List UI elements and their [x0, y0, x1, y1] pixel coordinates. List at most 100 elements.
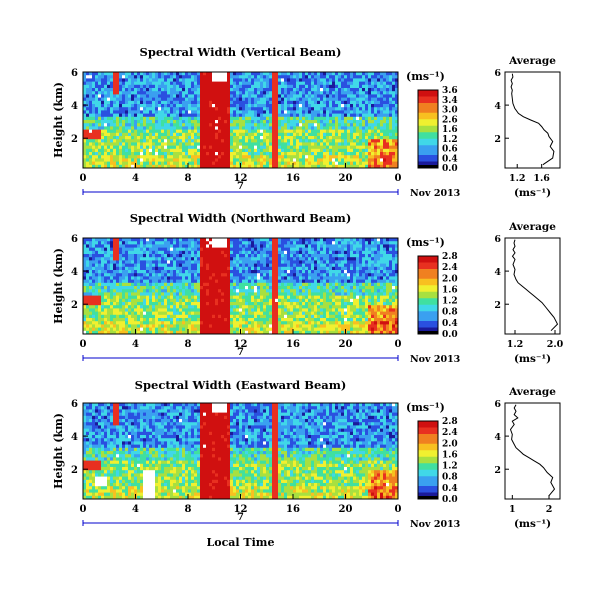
x-tick-label: 12 — [234, 339, 248, 350]
x-tick-label: 0 — [80, 504, 87, 515]
x-tick-label: 16 — [286, 504, 300, 515]
profile-y-tick-label: 6 — [494, 234, 501, 245]
profile-x-label: (ms⁻¹) — [514, 518, 551, 530]
date-label: Nov 2013 — [410, 354, 460, 365]
y-tick-label: 2 — [71, 300, 78, 311]
panel-title: Spectral Width (Northward Beam) — [130, 211, 352, 225]
x-tick-label: 8 — [185, 173, 192, 184]
panel-0: Spectral Width (Vertical Beam) Height (km… — [52, 45, 561, 199]
y-tick-label: 4 — [71, 432, 78, 443]
y-axis-label: Height (km) — [52, 82, 65, 158]
colorbar-tick-label: 2.4 — [442, 263, 458, 273]
x-tick-label: 20 — [339, 339, 353, 350]
profile-line — [509, 404, 556, 497]
day-label: 7 — [237, 181, 244, 192]
x-tick-label: 8 — [185, 504, 192, 515]
x-axis-label: Local Time — [207, 536, 275, 549]
date-label: Nov 2013 — [410, 188, 460, 199]
colorbar-tick-label: 1.6 — [442, 125, 458, 135]
panel-1: Spectral Width (Northward Beam) Height (k… — [52, 211, 564, 365]
colorbar-missing-swatch — [418, 165, 438, 168]
x-tick-label: 4 — [132, 339, 139, 350]
colorbar-tick-label: 0.4 — [442, 484, 458, 494]
x-tick-label: 12 — [234, 504, 248, 515]
profile-y-tick-label: 4 — [494, 432, 501, 443]
heatmap — [83, 403, 399, 500]
x-tick-label: 0 — [395, 339, 402, 350]
x-tick-label: 0 — [395, 504, 402, 515]
profile-y-tick-label: 6 — [494, 399, 501, 410]
profile-x-tick-label: 1.2 — [507, 339, 524, 350]
colorbar-frame — [417, 89, 439, 169]
profile-x-tick-label: 1.2 — [509, 173, 526, 184]
heatmap — [83, 238, 399, 335]
profile-y-tick-label: 4 — [494, 267, 501, 278]
colorbar-tick-label: 2.4 — [442, 428, 458, 438]
profile-x-tick-label: 1.6 — [533, 173, 550, 184]
profile-frame — [504, 402, 561, 500]
y-tick-label: 6 — [71, 234, 78, 245]
colorbar-tick-label: 0.4 — [442, 319, 458, 329]
colorbar-frame — [417, 420, 439, 500]
y-axis-label: Height (km) — [52, 248, 65, 324]
profile-y-tick-label: 2 — [494, 134, 501, 145]
y-tick-label: 6 — [71, 399, 78, 410]
colorbar-tick-label: 0.0 — [442, 330, 458, 340]
x-tick-label: 16 — [286, 339, 300, 350]
colorbar-tick-label: 2.8 — [442, 417, 458, 427]
day-label: 7 — [237, 347, 244, 358]
y-tick-label: 2 — [71, 465, 78, 476]
colorbar-tick-label: 1.2 — [442, 462, 458, 472]
colorbar-missing-swatch — [418, 331, 438, 334]
x-tick-label: 12 — [234, 173, 248, 184]
colorbar-tick-label: 0.4 — [442, 154, 458, 164]
colorbar-unit: (ms⁻¹) — [406, 401, 445, 414]
y-tick-label: 4 — [71, 101, 78, 112]
colorbar-tick-label: 3.6 — [442, 86, 458, 96]
colorbar-tick-label: 0.0 — [442, 495, 458, 505]
date-label: Nov 2013 — [410, 519, 460, 530]
colorbar-unit: (ms⁻¹) — [406, 236, 445, 249]
colorbar-unit: (ms⁻¹) — [406, 70, 445, 83]
profile-title: Average — [508, 55, 556, 67]
profile-title: Average — [508, 221, 556, 233]
colorbar-tick-label: 0.8 — [442, 473, 458, 483]
profile-x-tick-label: 2 — [546, 504, 553, 515]
x-tick-label: 8 — [185, 339, 192, 350]
panel-2: Spectral Width (Eastward Beam) Height (km… — [52, 378, 561, 549]
y-tick-label: 2 — [71, 134, 78, 145]
colorbar-tick-label: 2.8 — [442, 252, 458, 262]
colorbar-tick-label: 1.2 — [442, 297, 458, 307]
colorbar-tick-label: 2.0 — [442, 439, 458, 449]
x-tick-label: 16 — [286, 173, 300, 184]
heatmap — [83, 72, 399, 169]
profile-y-tick-label: 2 — [494, 465, 501, 476]
colorbar-tick-label: 0.0 — [442, 164, 458, 174]
profile-y-tick-label: 6 — [494, 68, 501, 79]
colorbar-tick-label: 3.0 — [442, 106, 458, 116]
profile-frame — [504, 71, 561, 169]
x-tick-label: 4 — [132, 173, 139, 184]
profile-y-tick-label: 2 — [494, 300, 501, 311]
colorbar-tick-label: 0.8 — [442, 308, 458, 318]
y-tick-label: 6 — [71, 68, 78, 79]
colorbar-tick-label: 1.2 — [442, 135, 458, 145]
panel-title: Spectral Width (Vertical Beam) — [140, 45, 342, 59]
x-tick-label: 4 — [132, 504, 139, 515]
colorbar-frame — [417, 255, 439, 335]
profile-line — [511, 239, 559, 332]
profile-frame — [504, 237, 561, 335]
colorbar-missing-swatch — [418, 496, 438, 499]
profile-x-tick-label: 1 — [509, 504, 516, 515]
profile-y-tick-label: 4 — [494, 101, 501, 112]
colorbar-tick-label: 0.6 — [442, 145, 458, 155]
day-label: 7 — [237, 512, 244, 523]
profile-line — [510, 73, 555, 166]
profile-x-label: (ms⁻¹) — [514, 187, 551, 199]
colorbar-tick-label: 3.4 — [442, 96, 458, 106]
x-tick-label: 0 — [80, 339, 87, 350]
profile-x-label: (ms⁻¹) — [514, 353, 551, 365]
x-tick-label: 20 — [339, 504, 353, 515]
y-axis-label: Height (km) — [52, 413, 65, 489]
